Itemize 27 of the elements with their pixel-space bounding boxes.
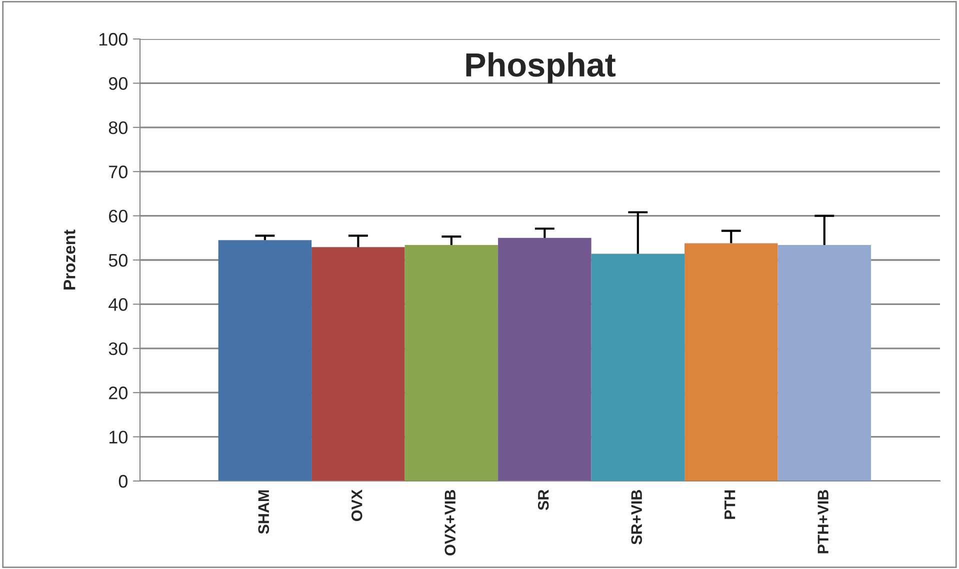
x-tick-label: SR (538, 490, 549, 510)
bar (591, 254, 685, 481)
y-tick-label: 80 (108, 121, 128, 134)
bar (404, 244, 498, 481)
y-tick-label: 90 (108, 77, 128, 90)
y-tick-label: 20 (109, 386, 128, 400)
x-tick-label: SR+VIB (631, 490, 642, 545)
y-tick-label: 40 (108, 298, 128, 311)
bar (778, 244, 871, 481)
y-tick-label: 70 (109, 166, 128, 178)
y-axis-title: Prozent (64, 230, 76, 290)
bar (312, 247, 405, 481)
bar (684, 243, 778, 481)
x-tick-label: SHAM (258, 490, 270, 534)
chart-title: Phosphat (466, 52, 616, 84)
bar (218, 240, 312, 481)
x-tick-label: OVX (351, 489, 362, 521)
bar (498, 238, 592, 481)
y-tick-label: 60 (109, 210, 128, 223)
x-tick-label: OVX+VIB (444, 490, 456, 556)
y-tick-label: 100 (99, 32, 128, 46)
y-tick-label: 50 (108, 254, 128, 267)
x-tick-label: PTH+VIB (818, 490, 828, 554)
y-tick-label: 0 (118, 474, 128, 488)
x-tick-label: PTH (724, 490, 736, 519)
y-tick-label: 30 (108, 342, 128, 356)
y-tick-label: 10 (109, 430, 128, 444)
